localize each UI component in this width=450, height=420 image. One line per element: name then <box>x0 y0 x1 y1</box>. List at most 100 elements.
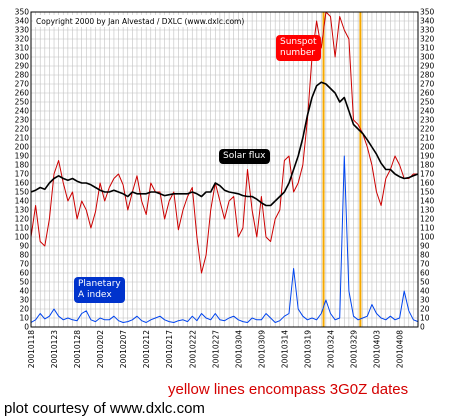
y-tick-label-left: 330 <box>15 26 30 35</box>
y-axis-left: 0102030405060708090100110120130140150160… <box>15 8 30 332</box>
y-tick-label-left: 180 <box>15 161 30 170</box>
plot-frame <box>30 11 419 328</box>
copyright-box <box>33 15 219 27</box>
chart-title: Copyright 2000 by Jan Alvestad / DXLC (w… <box>36 17 244 26</box>
x-tick-label: 20010207 <box>119 330 128 368</box>
y-tick-label-left: 210 <box>15 134 30 143</box>
y-tick-label-right: 170 <box>420 170 435 179</box>
y-tick-label-left: 30 <box>19 296 29 305</box>
y-tick-label-left: 290 <box>15 62 30 71</box>
series-line-sunspot-number <box>30 11 418 274</box>
y-tick-label-right: 90 <box>420 242 430 251</box>
y-tick-label-left: 250 <box>15 98 30 107</box>
y-tick-label-left: 190 <box>15 152 30 161</box>
y-tick-label-left: 300 <box>15 53 30 62</box>
y-tick-label-right: 210 <box>420 134 435 143</box>
y-tick-label-left: 70 <box>19 260 29 269</box>
y-tick-label-right: 70 <box>420 260 430 269</box>
y-tick-label-right: 110 <box>420 224 435 233</box>
y-tick-label-left: 320 <box>15 35 30 44</box>
x-tick-label: 20010408 <box>396 330 405 368</box>
y-tick-label-left: 90 <box>19 242 29 251</box>
x-tick-label: 20010304 <box>234 330 243 368</box>
y-tick-label-left: 160 <box>15 179 30 188</box>
y-tick-label-left: 140 <box>15 197 30 206</box>
y-tick-label-right: 30 <box>420 296 430 305</box>
y-tick-label-left: 310 <box>15 44 30 53</box>
x-tick-label: 20010403 <box>373 330 382 368</box>
credit-caption: plot courtesy of www.dxlc.com <box>4 400 205 417</box>
x-tick-label: 20010227 <box>211 330 220 368</box>
y-tick-label-right: 20 <box>420 305 430 314</box>
y-tick-label-right: 180 <box>420 161 435 170</box>
y-tick-label-right: 280 <box>420 71 435 80</box>
y-tick-label-left: 150 <box>15 188 30 197</box>
x-tick-label: 20010319 <box>303 330 312 368</box>
y-tick-label-left: 230 <box>15 116 30 125</box>
series-layer <box>30 11 419 323</box>
sunspot-label-text: Sunspot number <box>280 37 317 58</box>
y-tick-label-left: 50 <box>19 278 29 287</box>
y-tick-label-left: 120 <box>15 215 30 224</box>
y-tick-label-right: 60 <box>420 269 430 278</box>
yellow-lines <box>322 12 362 327</box>
solar-flux-label-text: Solar flux <box>223 151 266 161</box>
y-tick-label-right: 260 <box>420 89 435 98</box>
y-tick-label-left: 270 <box>15 80 30 89</box>
x-tick-label: 20010222 <box>188 330 197 368</box>
y-tick-label-left: 280 <box>15 71 30 80</box>
y-tick-label-right: 350 <box>420 8 435 17</box>
y-tick-label-right: 120 <box>420 215 435 224</box>
x-tick-label: 20010309 <box>257 330 266 368</box>
y-tick-label-right: 10 <box>420 314 430 323</box>
y-tick-label-right: 300 <box>420 53 435 62</box>
x-tick-label: 20010314 <box>280 330 289 368</box>
a-index-label-text: Planetary A index <box>78 279 121 300</box>
y-tick-label-left: 10 <box>19 314 29 323</box>
y-tick-label-right: 230 <box>420 116 435 125</box>
y-tick-label-right: 320 <box>420 35 435 44</box>
y-tick-label-left: 60 <box>19 269 29 278</box>
y-tick-label-right: 290 <box>420 62 435 71</box>
y-tick-label-left: 200 <box>15 143 30 152</box>
series-line-solar-flux <box>30 81 419 207</box>
sunspot-label: Sunspot number <box>276 35 321 61</box>
y-tick-label-right: 190 <box>420 152 435 161</box>
y-tick-label-left: 20 <box>19 305 29 314</box>
y-tick-label-right: 240 <box>420 107 435 116</box>
y-tick-label-left: 350 <box>15 8 30 17</box>
y-tick-label-left: 100 <box>15 233 30 242</box>
y-tick-label-left: 40 <box>19 287 29 296</box>
y-tick-label-left: 80 <box>19 251 29 260</box>
y-tick-label-right: 40 <box>420 287 430 296</box>
x-tick-label: 20010202 <box>96 330 105 368</box>
y-tick-label-right: 150 <box>420 188 435 197</box>
y-tick-label-right: 200 <box>420 143 435 152</box>
yellow-lines-caption: yellow lines encompass 3G0Z dates <box>168 381 409 398</box>
a-index-label: Planetary A index <box>74 277 125 303</box>
y-tick-label-right: 330 <box>420 26 435 35</box>
y-tick-label-right: 0 <box>420 323 425 332</box>
y-tick-label-left: 110 <box>15 224 30 233</box>
y-tick-label-right: 50 <box>420 278 430 287</box>
y-axis-right: 0102030405060708090100110120130140150160… <box>420 8 435 332</box>
y-tick-label-right: 340 <box>420 17 435 26</box>
series-line-planetary-a-index <box>30 155 419 323</box>
solar-flux-label: Solar flux <box>219 149 270 164</box>
x-tick-label: 20010324 <box>326 330 335 368</box>
y-tick-label-right: 310 <box>420 44 435 53</box>
x-tick-label: 20010128 <box>73 330 82 368</box>
x-axis: 20010118 20010123 20010128 20010202 20010207… <box>27 330 405 368</box>
y-tick-label-right: 220 <box>420 125 435 134</box>
y-tick-label-left: 0 <box>24 323 29 332</box>
y-tick-label-right: 140 <box>420 197 435 206</box>
y-tick-label-left: 260 <box>15 89 30 98</box>
y-tick-label-left: 220 <box>15 125 30 134</box>
x-tick-label: 20010217 <box>165 330 174 368</box>
y-tick-label-right: 130 <box>420 206 435 215</box>
x-tick-label: 20010118 <box>27 330 36 368</box>
y-tick-label-right: 100 <box>420 233 435 242</box>
y-tick-label-left: 130 <box>15 206 30 215</box>
y-tick-label-left: 170 <box>15 170 30 179</box>
